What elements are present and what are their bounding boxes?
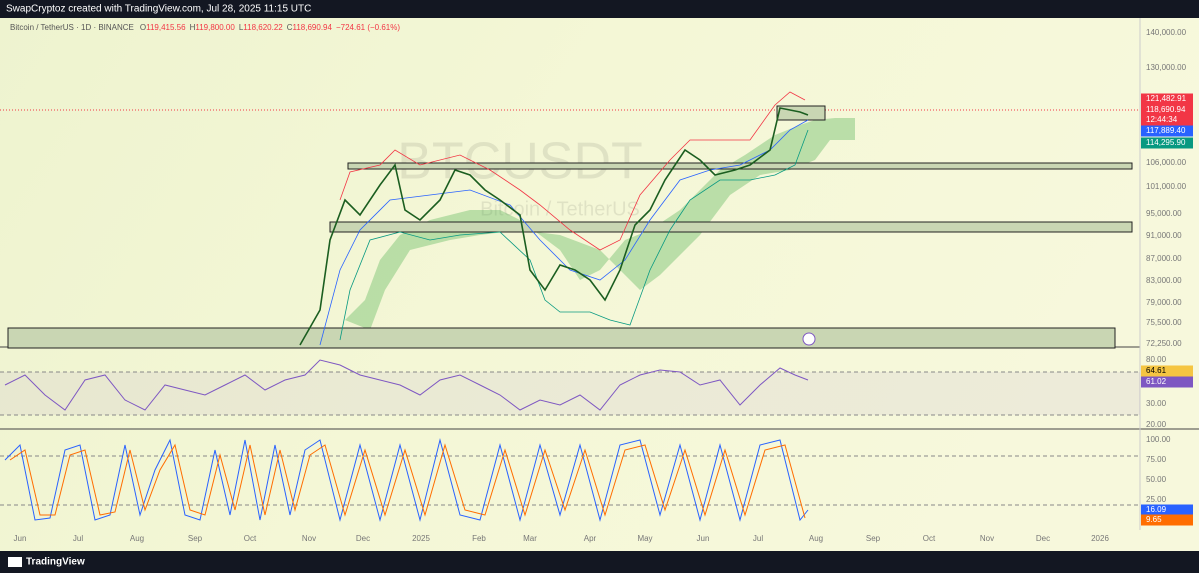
price-label: 79,000.00: [1146, 298, 1182, 307]
stoch-label: 25.00: [1146, 495, 1167, 504]
price-tag-bg: [1141, 114, 1193, 126]
time-label: Apr: [584, 534, 597, 543]
price-label: 75,500.00: [1146, 318, 1182, 327]
brand-logo: [8, 557, 22, 567]
stoch-tag-bg: [1141, 504, 1193, 516]
zone: [329, 221, 1133, 233]
price-tag: 12:44:34: [1146, 115, 1178, 124]
time-label: Oct: [244, 534, 257, 543]
price-tag: 121,482.91: [1146, 94, 1187, 103]
price-tag-bg: [1141, 104, 1193, 116]
stoch-label: 75.00: [1146, 455, 1167, 464]
rsi-label: 30.00: [1146, 399, 1167, 408]
price-label: 140,000.00: [1146, 28, 1187, 37]
rsi-label: 20.00: [1146, 420, 1167, 429]
stoch-tag: 9.65: [1146, 515, 1162, 524]
legend-label: O: [140, 23, 146, 32]
legend-value: 118,620.22: [243, 23, 283, 32]
moving-average: [319, 119, 809, 346]
top-bar: [0, 0, 1199, 18]
price-tag: 114,295.90: [1146, 138, 1186, 147]
stoch-label: 100.00: [1146, 435, 1171, 444]
price-tag-bg: [1141, 137, 1193, 149]
rsi-tag: 64.61: [1146, 366, 1167, 375]
bollinger-lower: [339, 129, 809, 341]
time-label: Nov: [980, 534, 994, 543]
time-label: Jul: [753, 534, 763, 543]
price-tag-bg: [1141, 125, 1193, 137]
time-label: May: [637, 534, 652, 543]
rsi-band: [0, 372, 1140, 415]
zone: [7, 327, 1116, 349]
legend-label: C: [287, 23, 293, 32]
legend-label: L: [239, 23, 244, 32]
time-label: Feb: [472, 534, 486, 543]
price-label: 130,000.00: [1146, 63, 1187, 72]
price-series: [299, 107, 809, 346]
legend-change: −724.61 (−0.61%): [336, 23, 400, 32]
rsi-tag: 61.02: [1146, 377, 1167, 386]
stoch-tag-bg: [1141, 514, 1193, 526]
event-icon[interactable]: [802, 332, 816, 346]
stoch-k: [4, 438, 809, 522]
time-label: Nov: [302, 534, 316, 543]
legend-symbol: Bitcoin / TetherUS · 1D · BINANCE: [10, 23, 134, 32]
ichimoku-cloud: [345, 118, 855, 330]
watermark-symbol: BTCUSDT: [397, 133, 643, 191]
time-label: Oct: [923, 534, 936, 543]
price-label: 87,000.00: [1146, 254, 1182, 263]
stoch-d: [9, 443, 806, 519]
time-label: Dec: [1036, 534, 1050, 543]
time-label: Sep: [866, 534, 881, 543]
price-label: 106,000.00: [1146, 158, 1187, 167]
time-label: 2026: [1091, 534, 1109, 543]
price-label: 101,000.00: [1146, 182, 1187, 191]
stoch-label: 50.00: [1146, 475, 1167, 484]
bottom-bar: [0, 551, 1199, 573]
legend-value: 119,800.00: [195, 23, 235, 32]
time-label: Dec: [356, 534, 370, 543]
stoch-tag: 16.09: [1146, 505, 1167, 514]
rsi-tag-bg: [1141, 365, 1193, 377]
price-label: 91,000.00: [1146, 231, 1182, 240]
price-tag-bg: [1141, 93, 1193, 105]
time-label: Jun: [14, 534, 27, 543]
time-label: Jul: [73, 534, 83, 543]
rsi-label: 80.00: [1146, 355, 1167, 364]
price-label: 72,250.00: [1146, 339, 1182, 348]
price-label: 83,000.00: [1146, 276, 1182, 285]
header-title: SwapCryptoz created with TradingView.com…: [6, 4, 311, 15]
price-label: 95,000.00: [1146, 209, 1182, 218]
price-tag: 117,889.40: [1146, 126, 1186, 135]
time-label: 2025: [412, 534, 430, 543]
time-label: Jun: [697, 534, 710, 543]
rsi-tag-bg: [1141, 376, 1193, 388]
brand: TradingView: [26, 557, 85, 568]
legend-label: H: [190, 23, 196, 32]
legend-value: 118,690.94: [293, 23, 333, 32]
time-label: Aug: [130, 534, 144, 543]
rsi-line: [4, 359, 809, 411]
bollinger-upper: [339, 91, 806, 251]
time-label: Mar: [523, 534, 537, 543]
time-label: Sep: [188, 534, 203, 543]
time-label: Aug: [809, 534, 823, 543]
price-tag: 118,690.94: [1146, 105, 1186, 114]
legend-value: 119,415.56: [146, 23, 186, 32]
